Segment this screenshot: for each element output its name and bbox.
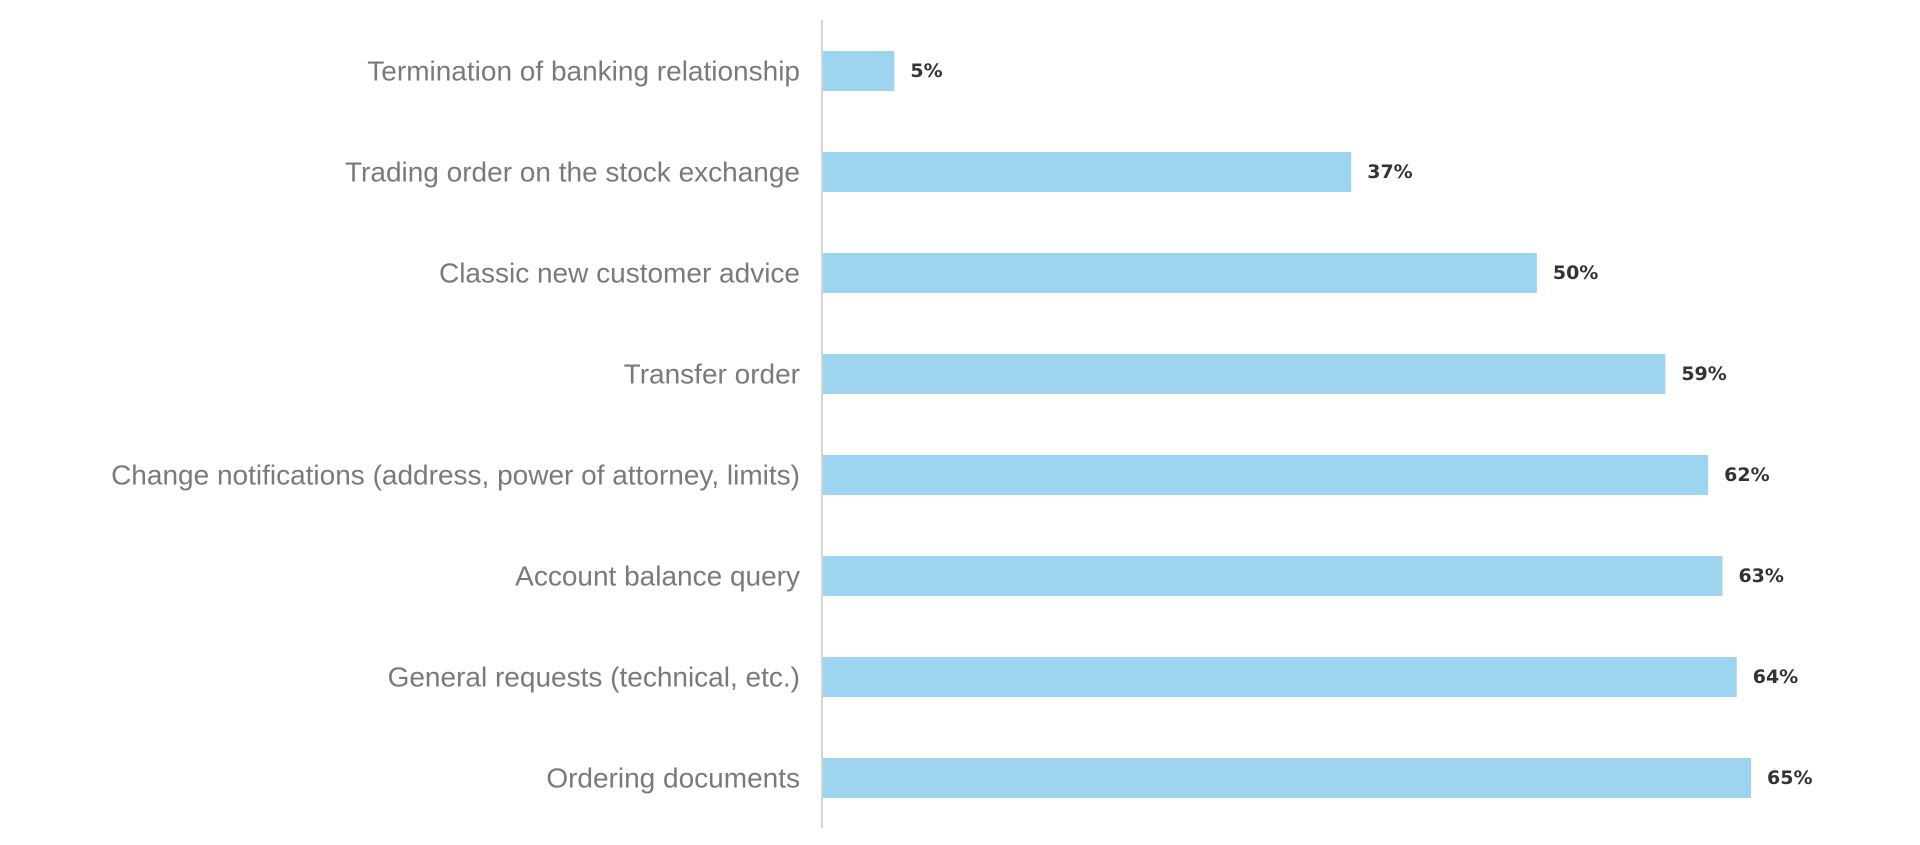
- category-label-5: Change notifications (address, power of …: [111, 460, 800, 491]
- value-label-6: 63%: [1738, 565, 1783, 587]
- value-label-5: 62%: [1724, 464, 1769, 486]
- category-label-2: Trading order on the stock exchange: [345, 157, 800, 188]
- category-label-4: Transfer order: [624, 359, 800, 390]
- labels-group: Termination of banking relationship 5% Tra…: [111, 56, 1812, 794]
- category-label-8: Ordering documents: [546, 763, 800, 794]
- bar-6: [823, 556, 1723, 596]
- bar-2: [823, 152, 1352, 192]
- bar-1: [823, 51, 895, 91]
- value-label-3: 50%: [1553, 262, 1598, 284]
- category-label-6: Account balance query: [515, 561, 800, 592]
- value-label-8: 65%: [1767, 767, 1812, 789]
- category-label-3: Classic new customer advice: [439, 258, 800, 289]
- category-label-7: General requests (technical, etc.): [388, 662, 800, 693]
- value-label-7: 64%: [1753, 666, 1798, 688]
- value-label-1: 5%: [910, 60, 942, 82]
- bar-5: [823, 455, 1709, 495]
- bar-4: [823, 354, 1666, 394]
- category-label-1: Termination of banking relationship: [367, 56, 800, 87]
- bar-3: [823, 253, 1537, 293]
- bar-7: [823, 657, 1737, 697]
- bar-8: [823, 758, 1751, 798]
- value-label-2: 37%: [1367, 161, 1412, 183]
- bars-group: [823, 51, 1751, 798]
- value-label-4: 59%: [1681, 363, 1726, 385]
